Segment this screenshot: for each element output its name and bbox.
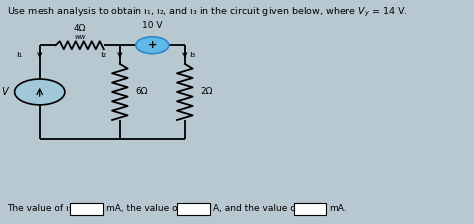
Text: ı₃: ı₃ — [189, 50, 195, 59]
Bar — [293, 203, 326, 215]
Text: mA.: mA. — [329, 204, 347, 213]
Text: V: V — [1, 87, 8, 97]
Text: +: + — [148, 40, 157, 50]
Text: ı₁: ı₁ — [16, 50, 22, 59]
Circle shape — [136, 37, 169, 54]
Circle shape — [15, 79, 65, 105]
Bar — [177, 203, 210, 215]
Text: 6Ω: 6Ω — [135, 87, 147, 97]
Text: 2Ω: 2Ω — [200, 87, 212, 97]
Text: ww: ww — [74, 34, 85, 40]
Text: A, and the value of ı₃ is: A, and the value of ı₃ is — [213, 204, 319, 213]
Text: 10 V: 10 V — [142, 21, 163, 30]
Text: mA, the value of ı₂ is: mA, the value of ı₂ is — [106, 204, 200, 213]
Text: The value of ı₁ is: The value of ı₁ is — [7, 204, 82, 213]
Text: 4Ω: 4Ω — [73, 24, 86, 33]
Text: ı₂: ı₂ — [100, 50, 107, 59]
Bar — [70, 203, 102, 215]
Text: Use mesh analysis to obtain ı₁, ı₂, and ı₃ in the circuit given below, where $V_: Use mesh analysis to obtain ı₁, ı₂, and … — [7, 6, 408, 19]
